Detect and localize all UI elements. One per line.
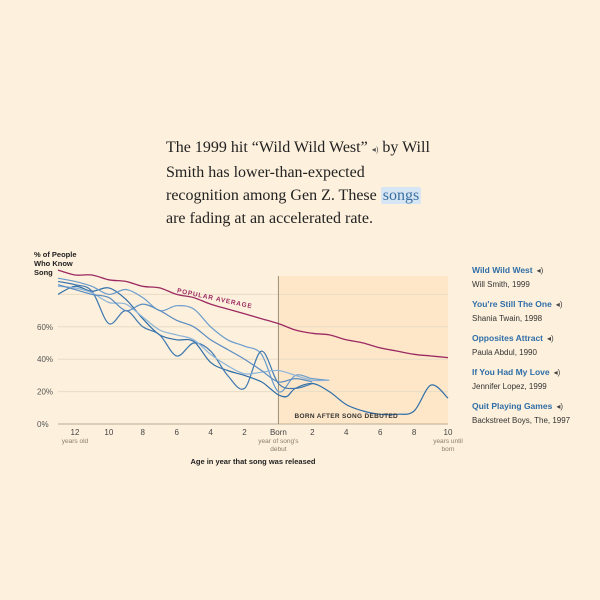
y-tick-label: 0%: [37, 420, 49, 429]
legend-subtitle: Will Smith, 1999: [472, 280, 530, 289]
intro-text-2: by Will Smith has lower-than-expected re…: [166, 139, 430, 204]
speaker-icon[interactable]: ◂): [556, 402, 563, 411]
legend-title[interactable]: You're Still The One: [472, 299, 552, 309]
song-line-wild-wild-west[interactable]: [57, 285, 449, 416]
x-tick-label: 2: [310, 428, 315, 437]
x-tick-sublabel: years old: [62, 438, 89, 445]
legend-subtitle: Jennifer Lopez, 1999: [472, 382, 547, 391]
y-axis-label: % of People Who Know Song: [34, 250, 77, 277]
legend-subtitle: Paula Abdul, 1990: [472, 348, 537, 357]
y-axis-label-line: % of People: [34, 250, 77, 259]
legend-title[interactable]: If You Had My Love: [472, 367, 550, 377]
song-line-if-you-had-my-love[interactable]: [57, 285, 330, 382]
y-axis-label-line: Who Know: [34, 259, 73, 268]
x-tick-label: 12: [71, 428, 80, 437]
x-tick-sublabel: debut: [270, 446, 286, 453]
x-tick-label: 10: [444, 428, 453, 437]
songs-highlight-link[interactable]: songs: [380, 187, 422, 204]
x-tick-label: 8: [141, 428, 146, 437]
legend-item-youre-still-the-one[interactable]: You're Still The One ◂) Shania Twain, 199…: [472, 298, 592, 332]
song-line-you-re-still-the-one[interactable]: [57, 277, 330, 393]
speaker-icon[interactable]: ◂): [547, 334, 554, 343]
song-line-opposites-attract[interactable]: [57, 280, 313, 390]
born-after-shade: [278, 276, 448, 424]
y-tick-label: 20%: [37, 388, 53, 397]
series-layer: [57, 269, 449, 416]
x-tick-label: 8: [412, 428, 417, 437]
x-tick-label: 6: [378, 428, 383, 437]
x-axis-label: Age in year that song was released: [190, 457, 315, 466]
song-line-quit-playing-games[interactable]: [57, 284, 313, 383]
born-after-label: BORN AFTER SONG DEBUTED: [295, 413, 398, 420]
song-legend: Wild Wild West ◂) Will Smith, 1999 You're…: [472, 264, 592, 434]
popular-average-line: [57, 269, 449, 359]
legend-subtitle: Backstreet Boys, The, 1997: [472, 416, 571, 425]
intro-text-3: are fading at an accelerated rate.: [166, 210, 373, 227]
x-tick-label: 4: [208, 428, 213, 437]
intro-text-1: The 1999 hit “Wild Wild West”: [166, 139, 368, 156]
x-tick-label: 4: [344, 428, 349, 437]
legend-title[interactable]: Wild Wild West: [472, 265, 533, 275]
x-tick-label: 10: [104, 428, 113, 437]
y-tick-label: 40%: [37, 355, 53, 364]
x-tick-sublabel: born: [441, 446, 454, 453]
x-tick-label: 6: [174, 428, 179, 437]
x-tick-sublabel: years until: [433, 438, 463, 445]
legend-title[interactable]: Quit Playing Games: [472, 401, 553, 411]
y-tick-label: 60%: [37, 323, 53, 332]
speaker-icon[interactable]: ◂): [536, 266, 544, 275]
speaker-icon[interactable]: ◂): [371, 145, 379, 154]
grid-lines: [58, 293, 448, 425]
legend-item-if-you-had-my-love[interactable]: If You Had My Love ◂) Jennifer Lopez, 199…: [472, 366, 592, 400]
intro-paragraph: The 1999 hit “Wild Wild West” ◂) by Will…: [166, 136, 436, 230]
legend-item-opposites-attract[interactable]: Opposites Attract ◂) Paula Abdul, 1990: [472, 332, 592, 366]
legend-title[interactable]: Opposites Attract: [472, 333, 544, 343]
legend-item-wild-wild-west[interactable]: Wild Wild West ◂) Will Smith, 1999: [472, 264, 592, 298]
y-axis-label-line: Song: [34, 268, 53, 277]
x-tick-sublabel: year of song's: [258, 438, 299, 445]
speaker-icon[interactable]: ◂): [555, 300, 563, 309]
speaker-icon[interactable]: ◂): [553, 368, 561, 377]
x-tick-label: Born: [270, 428, 287, 437]
legend-subtitle: Shania Twain, 1998: [472, 314, 543, 323]
legend-item-quit-playing-games[interactable]: Quit Playing Games ◂) Backstreet Boys, Th…: [472, 400, 592, 434]
x-tick-label: 2: [242, 428, 247, 437]
